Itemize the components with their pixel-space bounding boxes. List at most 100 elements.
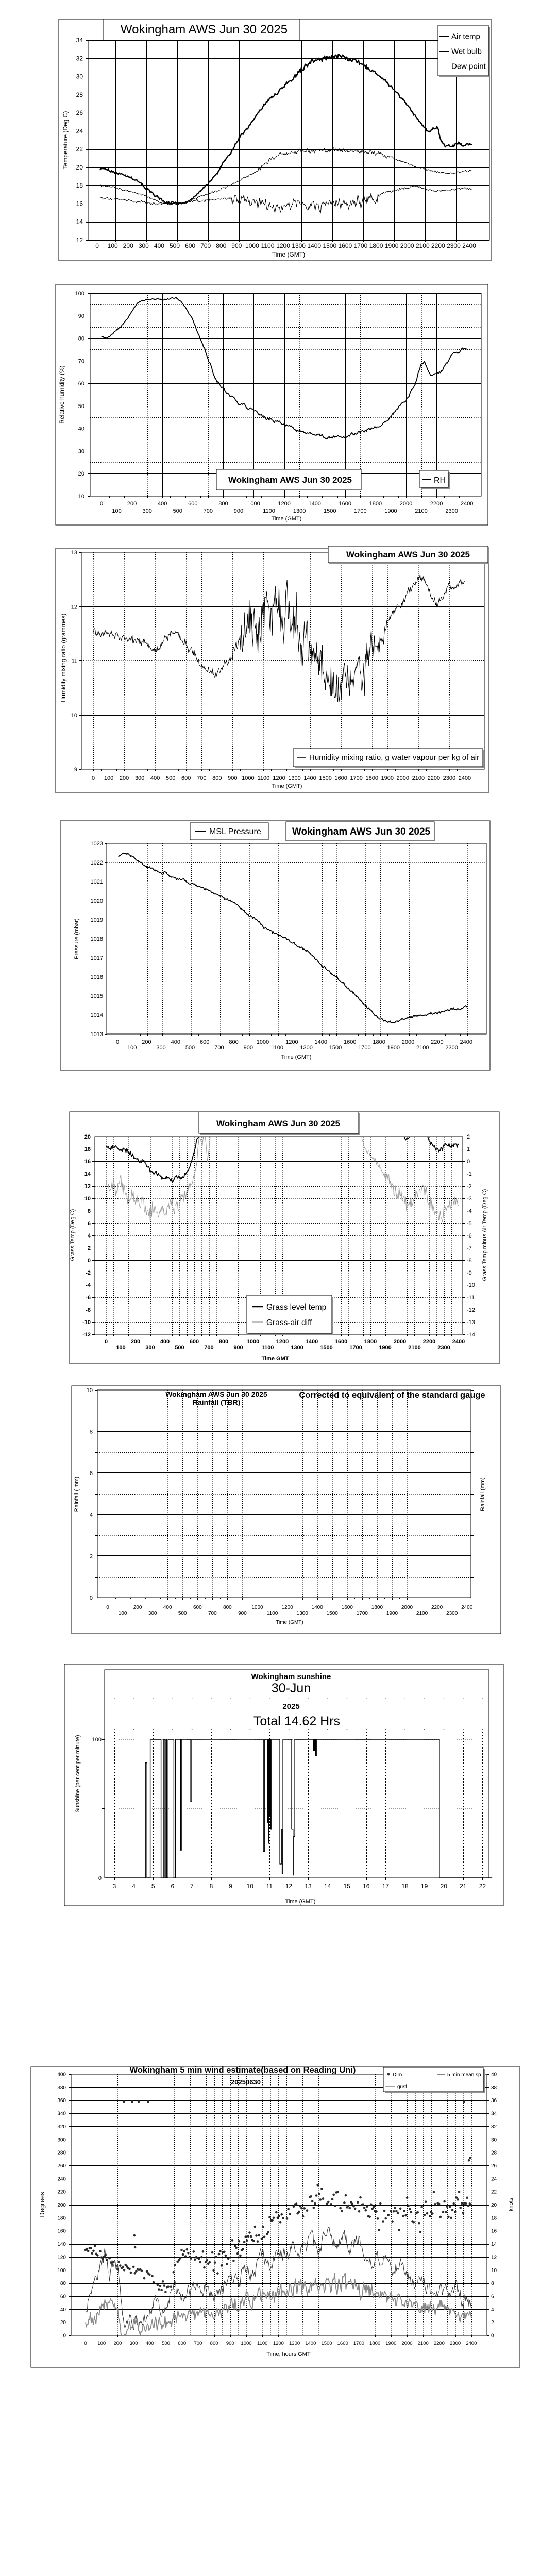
svg-text:1300: 1300: [291, 1345, 303, 1351]
svg-text:14: 14: [76, 218, 83, 226]
svg-text:6: 6: [171, 1883, 174, 1890]
svg-text:1700: 1700: [350, 775, 362, 782]
svg-text:2300: 2300: [437, 1345, 450, 1351]
svg-text:14: 14: [491, 2242, 497, 2247]
svg-text:1022: 1022: [91, 860, 103, 866]
svg-text:380: 380: [57, 2085, 66, 2091]
svg-text:1400: 1400: [307, 242, 321, 249]
svg-text:1100: 1100: [267, 1611, 278, 1616]
svg-text:40: 40: [78, 426, 84, 432]
svg-text:-4: -4: [467, 1208, 472, 1214]
svg-text:200: 200: [142, 1039, 151, 1045]
svg-text:900: 900: [226, 2341, 234, 2346]
svg-text:1300: 1300: [292, 242, 306, 249]
svg-text:200: 200: [127, 501, 137, 507]
svg-text:2100: 2100: [408, 1345, 420, 1351]
svg-text:knots: knots: [508, 2197, 514, 2211]
svg-text:2100: 2100: [416, 242, 430, 249]
svg-text:400: 400: [158, 501, 167, 507]
svg-text:2400: 2400: [460, 1039, 472, 1045]
svg-text:0: 0: [105, 1338, 108, 1345]
svg-text:2400: 2400: [459, 775, 471, 782]
svg-text:400: 400: [154, 242, 164, 249]
svg-text:20: 20: [441, 1883, 448, 1890]
svg-text:26: 26: [76, 109, 83, 116]
svg-text:900: 900: [244, 1045, 253, 1051]
svg-text:0: 0: [90, 1595, 93, 1601]
svg-text:6: 6: [90, 1470, 93, 1477]
svg-text:7: 7: [190, 1883, 194, 1890]
svg-text:-4: -4: [86, 1282, 91, 1289]
svg-text:1000: 1000: [257, 1039, 269, 1045]
svg-text:Degrees: Degrees: [38, 2192, 46, 2217]
svg-text:Humidity mixing ratio, g water: Humidity mixing ratio, g water vapour pe…: [309, 753, 479, 762]
svg-text:1900: 1900: [384, 508, 397, 514]
svg-text:18: 18: [491, 2215, 497, 2221]
svg-text:22: 22: [491, 2190, 497, 2195]
svg-text:Time (GMT): Time (GMT): [285, 1899, 316, 1905]
svg-text:200: 200: [131, 1338, 140, 1345]
svg-text:260: 260: [57, 2163, 66, 2169]
svg-text:2000: 2000: [401, 2341, 412, 2346]
svg-text:Wokingham AWS Jun 30 2025: Wokingham AWS Jun 30 2025: [228, 475, 352, 485]
svg-text:50: 50: [78, 403, 84, 410]
svg-text:0: 0: [116, 1039, 119, 1045]
svg-text:1900: 1900: [387, 1045, 400, 1051]
svg-text:300: 300: [156, 1045, 165, 1051]
svg-text:1800: 1800: [373, 1039, 385, 1045]
svg-text:Time, hours GMT: Time, hours GMT: [266, 2351, 310, 2358]
svg-text:Relative humidity (%): Relative humidity (%): [58, 365, 65, 423]
svg-text:100: 100: [57, 2268, 66, 2274]
svg-text:0: 0: [63, 2333, 66, 2339]
svg-text:20: 20: [491, 2202, 497, 2208]
svg-text:2100: 2100: [416, 1611, 428, 1616]
svg-text:16: 16: [76, 200, 83, 207]
svg-text:90: 90: [78, 313, 84, 319]
svg-text:1700: 1700: [358, 1045, 370, 1051]
svg-text:800: 800: [210, 2341, 218, 2346]
svg-text:36: 36: [491, 2098, 497, 2104]
svg-text:8: 8: [88, 1208, 91, 1214]
svg-text:3: 3: [113, 1883, 116, 1890]
svg-text:Wokingham AWS Jun 30 2025: Wokingham AWS Jun 30 2025: [216, 1118, 340, 1128]
svg-text:700: 700: [200, 242, 211, 249]
svg-text:Rainfall (TBR): Rainfall (TBR): [193, 1398, 241, 1406]
svg-text:1500: 1500: [329, 1045, 342, 1051]
svg-text:600: 600: [188, 501, 197, 507]
svg-text:Wokingham AWS Jun 30 2025: Wokingham AWS Jun 30 2025: [346, 550, 470, 560]
svg-text:500: 500: [185, 1045, 195, 1051]
svg-text:Time (GMT): Time (GMT): [272, 783, 302, 789]
svg-text:1500: 1500: [323, 242, 336, 249]
svg-text:2300: 2300: [447, 242, 461, 249]
svg-text:1200: 1200: [276, 242, 290, 249]
svg-text:900: 900: [238, 1611, 247, 1616]
svg-text:240: 240: [57, 2176, 66, 2182]
svg-text:2000: 2000: [400, 501, 412, 507]
svg-text:1500: 1500: [319, 775, 331, 782]
svg-text:1700: 1700: [357, 1611, 368, 1616]
svg-text:8: 8: [210, 1883, 213, 1890]
svg-text:9: 9: [74, 767, 77, 773]
svg-text:-6: -6: [86, 1295, 91, 1301]
svg-text:2300: 2300: [445, 508, 458, 514]
svg-text:11: 11: [72, 658, 77, 665]
svg-text:500: 500: [173, 508, 182, 514]
svg-text:0: 0: [467, 1159, 470, 1165]
svg-text:Wet bulb: Wet bulb: [451, 47, 482, 56]
svg-text:140: 140: [57, 2242, 66, 2247]
svg-text:900: 900: [234, 508, 243, 514]
svg-text:12: 12: [84, 1183, 91, 1190]
svg-text:1014: 1014: [91, 1012, 103, 1019]
svg-text:12: 12: [285, 1883, 293, 1890]
svg-text:30: 30: [78, 448, 84, 454]
svg-text:0: 0: [84, 2341, 87, 2346]
svg-text:500: 500: [162, 2341, 170, 2346]
svg-text:1100: 1100: [262, 1345, 274, 1351]
svg-text:30: 30: [491, 2137, 497, 2143]
svg-text:180: 180: [57, 2215, 66, 2221]
svg-text:1700: 1700: [354, 242, 368, 249]
svg-text:1900: 1900: [385, 242, 399, 249]
svg-text:-10: -10: [467, 1282, 475, 1289]
svg-text:11: 11: [266, 1883, 273, 1890]
svg-text:2200: 2200: [431, 1605, 443, 1611]
